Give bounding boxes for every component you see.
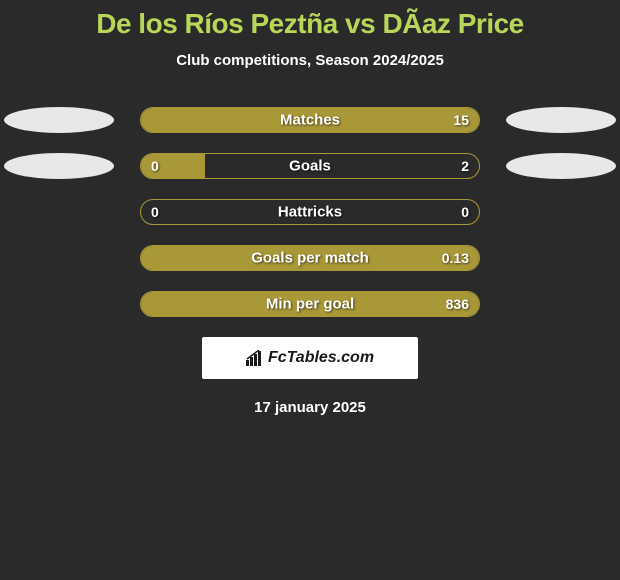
stat-value-right: 0.13 <box>442 250 469 266</box>
stat-value-right: 2 <box>461 158 469 174</box>
stat-value-right: 0 <box>461 204 469 220</box>
page-title: De los Ríos Peztña vs DÃ­az Price <box>0 8 620 40</box>
player-right-oval <box>506 107 616 133</box>
stat-label: Goals per match <box>251 250 369 267</box>
player-right-oval <box>506 153 616 179</box>
stat-label: Hattricks <box>278 204 342 221</box>
stat-row: 0 Hattricks 0 <box>0 199 620 225</box>
stat-bar: Min per goal 836 <box>140 291 480 317</box>
stat-row: 0 Goals 2 <box>0 153 620 179</box>
attribution-text: FcTables.com <box>246 349 374 367</box>
stat-label: Min per goal <box>266 296 354 313</box>
comparison-container: De los Ríos Peztña vs DÃ­az Price Club c… <box>0 0 620 416</box>
player-left-oval <box>4 153 114 179</box>
stat-row: Matches 15 <box>0 107 620 133</box>
stat-row: Min per goal 836 <box>0 291 620 317</box>
stat-value-right: 15 <box>453 112 469 128</box>
stat-bar: 0 Goals 2 <box>140 153 480 179</box>
stat-label: Goals <box>289 158 331 175</box>
attribution-label: FcTables.com <box>268 349 374 367</box>
attribution-badge: FcTables.com <box>202 337 418 379</box>
player-left-oval <box>4 107 114 133</box>
stat-value-left: 0 <box>151 204 159 220</box>
stat-label: Matches <box>280 112 340 129</box>
stat-bar: Matches 15 <box>140 107 480 133</box>
date-label: 17 january 2025 <box>0 399 620 416</box>
stat-value-right: 836 <box>446 296 469 312</box>
stat-value-left: 0 <box>151 158 159 174</box>
stat-row: Goals per match 0.13 <box>0 245 620 271</box>
stat-bar: 0 Hattricks 0 <box>140 199 480 225</box>
chart-icon <box>246 350 264 366</box>
stats-list: Matches 15 0 Goals 2 0 Hattricks 0 Goals per mat… <box>0 107 620 317</box>
subtitle: Club competitions, Season 2024/2025 <box>0 52 620 69</box>
stat-bar: Goals per match 0.13 <box>140 245 480 271</box>
